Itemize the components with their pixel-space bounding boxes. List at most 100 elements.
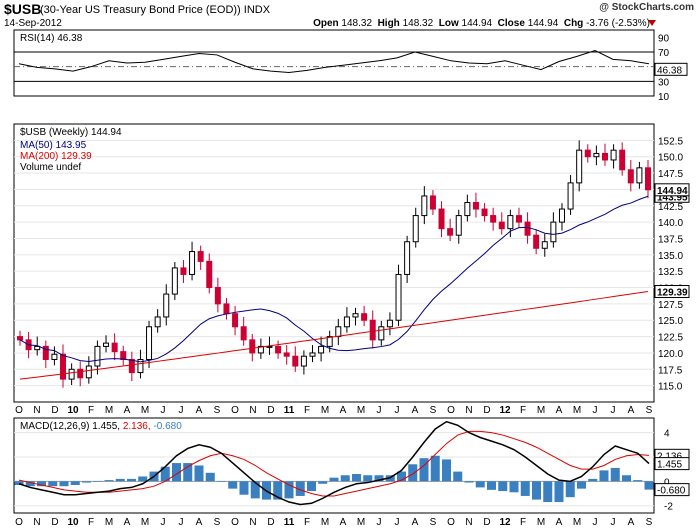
ma50-line [19,195,649,363]
price-tick-label: 150.0 [658,153,683,164]
macd-hist-bar [160,466,170,482]
candle-body [120,351,127,360]
macd-hist-bar [487,481,496,490]
macd-hist-bar [194,465,204,482]
candle-body [576,149,583,184]
macd-hist-bar [419,458,429,482]
macd-tick-label: 0 [664,477,670,488]
price-value-tag [654,183,690,197]
candle-body [326,336,333,347]
macd-hist-bar [25,481,35,487]
macd-hist-bar [340,475,350,482]
macd-hist-bar [543,481,553,503]
price-x-label: M [141,405,149,416]
candle-body [498,221,505,230]
candle-body [17,336,23,341]
candle-body [51,353,58,360]
macd-x-label: O [15,517,23,528]
macd-hist-bar [205,472,215,482]
macd-hist-bar [82,481,91,483]
macd-x-label: D [51,517,58,528]
macd-line [18,420,650,506]
macd-hist-bar [239,481,249,495]
macd-x-label: O [231,517,239,528]
macd-x-label: M [105,517,113,528]
macd-hist-bar [59,481,69,487]
price-x-label: D [483,405,490,416]
candle-body [77,368,84,379]
high-value: 148.32 [402,18,434,29]
candle-body [154,316,161,328]
candle-body [395,273,402,321]
candle-body [464,201,471,217]
macd-hist-bar [93,481,103,482]
price-x-label: D [51,405,58,416]
macd-x-label: S [430,517,437,528]
candle-body [266,345,273,348]
macd-hist-bar [532,481,541,500]
price-tick-label: 140.0 [658,218,683,229]
candle-body [455,215,462,236]
candle-body [343,316,350,328]
candle-body [197,251,204,262]
price-x-label: A [628,405,635,416]
price-x-label: F [520,405,526,416]
macd-x-label: 11 [284,517,295,528]
price-value-tag-label: 144.94 [657,186,688,197]
price-x-label: S [430,405,437,416]
price-legend: $USB (Weekly) 144.94 [20,127,122,138]
macd-hist-tag [654,483,690,497]
open-value: 148.32 [341,18,373,29]
rsi-value-tag-label: 46.38 [657,65,682,76]
candle-body [524,221,531,236]
macd-x-label: M [537,517,545,528]
candle-body [593,152,600,158]
candle-body [318,345,325,354]
macd-x-label: M [573,517,581,528]
copyright[interactable]: @ StockCharts.com [599,2,694,13]
candle-body [404,241,411,275]
candle-body [111,342,118,353]
macd-tick-label: -2 [664,502,673,513]
price-tick-label: 142.5 [658,202,683,213]
macd-x-label: A [124,517,131,528]
macd-hist-bar [228,481,238,489]
macd-hist-bar [295,481,305,496]
candle-body [214,287,221,305]
macd-x-label: D [267,517,274,528]
rsi-tick-label: 70 [658,48,670,59]
candle-body [352,313,359,318]
rsi-tick-label: 10 [658,92,670,103]
macd-x-label: F [88,517,94,528]
macd-hist-bar [217,481,226,482]
rsi-tick-label: 30 [658,77,670,88]
macd-hist-bar [115,478,125,482]
candle-body [429,195,436,210]
macd-x-label: J [593,517,598,528]
high-label: High [377,18,400,29]
macd-signal-tag-label: 2.136 [657,451,682,462]
price-tick-label: 132.5 [658,267,683,278]
price-x-label: J [593,405,598,416]
macd-hist-bar [273,481,283,500]
candle-body [361,313,368,321]
candle-body [171,267,178,295]
macd-x-label: O [447,517,455,528]
price-x-label: D [267,405,274,416]
macd-x-label: 10 [67,517,79,528]
macd-hist-bar [307,481,316,492]
macd-hist-bar [577,481,586,489]
price-x-label: J [377,405,382,416]
macd-x-label: N [249,517,256,528]
macd-hist-bar [644,481,654,490]
macd-hist-bar [70,481,80,485]
macd-hist-bar [565,481,575,498]
rsi-value-tag [654,62,688,76]
macd-x-label: J [611,517,616,528]
macd-hist-bar [509,481,519,493]
price-x-label: F [304,405,310,416]
price-x-label: 10 [67,405,79,416]
rsi-panel [13,29,655,97]
price-tick-label: 135.0 [658,251,683,262]
